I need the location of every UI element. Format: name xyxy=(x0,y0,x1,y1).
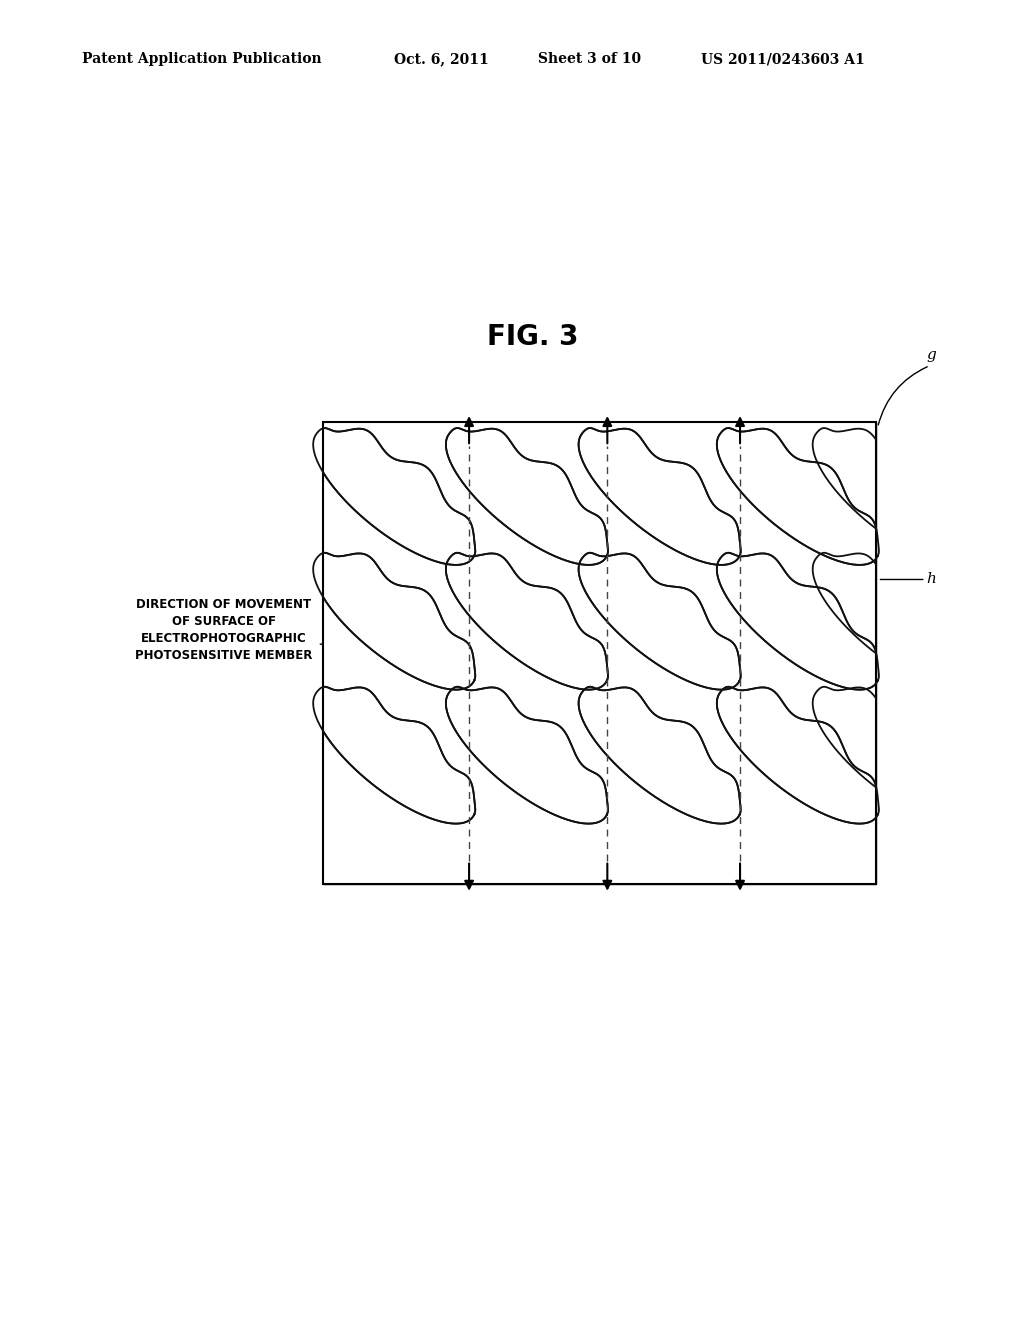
Bar xyxy=(323,422,876,884)
Bar xyxy=(323,422,876,884)
Text: Oct. 6, 2011: Oct. 6, 2011 xyxy=(394,53,489,66)
Text: FIG. 3: FIG. 3 xyxy=(487,322,579,351)
Text: g: g xyxy=(927,347,937,362)
Text: DIRECTION OF MOVEMENT
OF SURFACE OF
ELECTROPHOTOGRAPHIC
PHOTOSENSITIVE MEMBER: DIRECTION OF MOVEMENT OF SURFACE OF ELEC… xyxy=(135,598,312,663)
Text: Sheet 3 of 10: Sheet 3 of 10 xyxy=(538,53,641,66)
Text: US 2011/0243603 A1: US 2011/0243603 A1 xyxy=(701,53,865,66)
Text: h: h xyxy=(927,573,937,586)
Text: Patent Application Publication: Patent Application Publication xyxy=(82,53,322,66)
